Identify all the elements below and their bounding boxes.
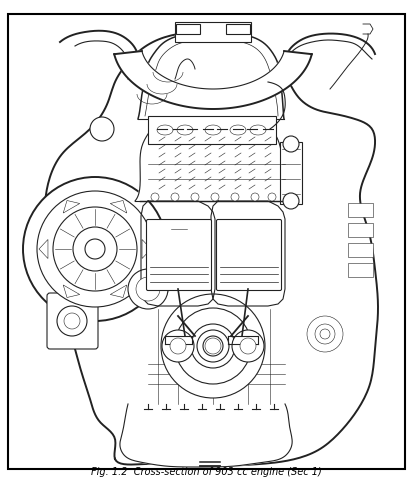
Circle shape: [161, 294, 265, 398]
Circle shape: [268, 194, 276, 201]
FancyBboxPatch shape: [147, 220, 211, 291]
Bar: [280, 143, 302, 205]
Polygon shape: [157, 126, 173, 136]
Circle shape: [211, 194, 219, 201]
Circle shape: [170, 338, 186, 354]
Circle shape: [57, 306, 87, 336]
Bar: [348, 204, 373, 217]
Polygon shape: [39, 240, 48, 259]
Circle shape: [37, 192, 153, 307]
FancyBboxPatch shape: [216, 220, 282, 291]
Polygon shape: [205, 126, 221, 136]
FancyBboxPatch shape: [47, 293, 98, 349]
Circle shape: [283, 194, 299, 210]
Circle shape: [251, 194, 259, 201]
Bar: [176, 25, 200, 35]
Polygon shape: [110, 286, 127, 298]
Bar: [226, 25, 250, 35]
Circle shape: [53, 208, 137, 291]
Circle shape: [283, 136, 299, 152]
Polygon shape: [135, 120, 285, 201]
Circle shape: [240, 338, 256, 354]
Polygon shape: [63, 286, 80, 298]
Bar: [148, 117, 276, 145]
Circle shape: [128, 270, 168, 309]
Text: Fig. 1.2  Cross-section of 903 cc engine (Sec 1): Fig. 1.2 Cross-section of 903 cc engine …: [90, 466, 321, 476]
Circle shape: [205, 338, 221, 354]
Polygon shape: [110, 201, 127, 213]
Bar: [348, 243, 373, 257]
Circle shape: [315, 324, 335, 344]
Circle shape: [73, 227, 117, 272]
Circle shape: [232, 330, 264, 362]
Polygon shape: [63, 201, 80, 213]
Polygon shape: [230, 126, 246, 136]
Circle shape: [197, 330, 229, 362]
Circle shape: [203, 336, 223, 356]
Polygon shape: [177, 126, 193, 136]
Circle shape: [231, 194, 239, 201]
Circle shape: [136, 277, 160, 302]
Polygon shape: [142, 240, 151, 259]
Bar: [348, 224, 373, 238]
Circle shape: [151, 194, 159, 201]
Circle shape: [191, 194, 199, 201]
Circle shape: [171, 194, 179, 201]
Bar: [175, 23, 251, 43]
Circle shape: [320, 329, 330, 339]
Polygon shape: [115, 201, 308, 407]
Polygon shape: [114, 52, 312, 110]
Circle shape: [23, 178, 167, 321]
Polygon shape: [138, 33, 284, 120]
Polygon shape: [45, 33, 378, 467]
Circle shape: [191, 324, 235, 368]
Polygon shape: [250, 126, 266, 136]
Polygon shape: [120, 404, 292, 467]
Circle shape: [90, 118, 114, 142]
Circle shape: [162, 330, 194, 362]
Circle shape: [307, 317, 343, 352]
Circle shape: [85, 240, 105, 259]
Circle shape: [64, 313, 80, 329]
Circle shape: [175, 308, 251, 384]
Bar: [348, 263, 373, 277]
